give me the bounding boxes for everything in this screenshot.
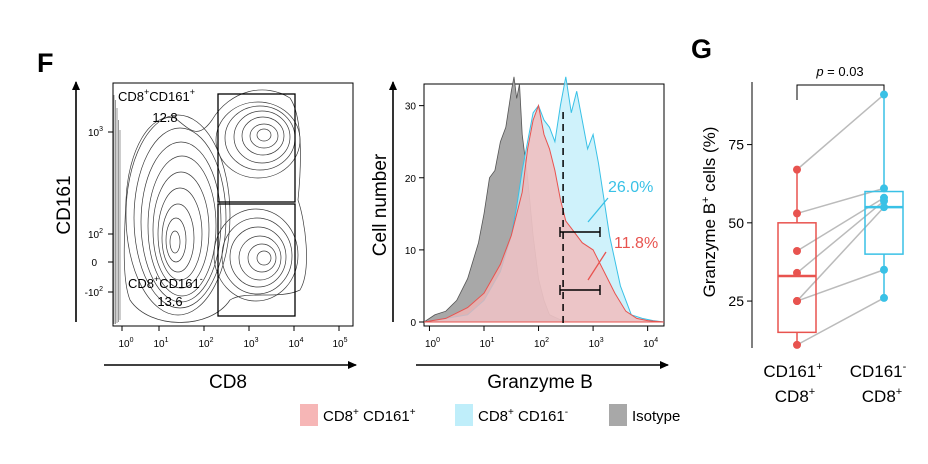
data-point-cd161-neg	[880, 90, 888, 99]
contour-lines	[123, 89, 307, 323]
gate-value-cd161-pos: 12.8	[152, 110, 177, 125]
panel-label-f: F	[37, 48, 54, 78]
contour-x-tick-label: 105	[332, 337, 347, 350]
contour-y-axis-label: CD161	[54, 175, 75, 234]
category-label-cd161-neg: CD161-	[850, 361, 907, 381]
contour-x-tick-label: 100	[118, 337, 133, 350]
histogram-y-tick-label: 0	[410, 318, 416, 329]
paired-line	[796, 93, 885, 171]
paired-lines	[796, 93, 885, 346]
data-point-cd161-pos	[793, 165, 801, 174]
legend: CD8+ CD161+ CD8+ CD161- Isotype	[300, 404, 680, 426]
category-label-cd161-pos: CD161+	[763, 361, 822, 381]
legend-label-cd161-neg: CD8+ CD161-	[478, 407, 568, 425]
paired-line	[796, 200, 885, 274]
contour-x-axis-label: CD8	[209, 372, 247, 393]
annotation-leader-cd161-pos	[587, 251, 607, 281]
contour-plot-frame	[112, 82, 354, 327]
histogram-x-ticks	[428, 326, 649, 331]
histogram-frame	[423, 83, 665, 327]
histogram-y-ticks: 0 10 20 30	[405, 102, 424, 329]
contour-y-tick-label: 102	[88, 228, 103, 241]
category-label-cd8-pos-left: CD8+	[775, 386, 815, 406]
box-cd161pos	[777, 222, 817, 334]
histogram-x-tick-label: 102	[534, 337, 549, 350]
gate-value-cd161-neg: 13.6	[157, 294, 182, 309]
histogram-x-tick-label: 104	[643, 337, 658, 350]
contour-axis-events	[113, 95, 121, 324]
box-y-tick-label: 50	[728, 215, 744, 231]
p-value: p = 0.03	[815, 64, 863, 79]
gate-label-cd161-neg: CD8+CD161-	[128, 274, 203, 291]
significance-bracket	[796, 84, 885, 100]
contour-y-tick-labels: 103 102 0 -102	[85, 126, 103, 299]
data-point-cd161-neg	[880, 196, 888, 205]
contour-plot: CD8+CD161+ 12.8 CD8+CD161- 13.6 103 102 …	[54, 81, 357, 393]
annotation-cd161-pos: 11.8%	[614, 235, 658, 252]
contour-y-ticks	[108, 131, 113, 293]
gate-label-cd161-pos: CD8+CD161+	[118, 87, 195, 104]
histogram-x-tick-label: 103	[589, 337, 604, 350]
paired-line	[796, 206, 885, 302]
paired-line	[796, 269, 885, 302]
histogram-x-axis-label: Granzyme B	[487, 372, 593, 393]
gate-cd161-neg	[217, 203, 296, 317]
contour-y-tick-label: 103	[88, 126, 103, 139]
box-y-axis-label: Granzyme B+ cells (%)	[700, 127, 719, 298]
annotation-leader-cd161-neg	[587, 197, 609, 223]
contour-y-tick-label: 0	[91, 258, 97, 269]
box-category-labels: CD161+ CD8+ CD161- CD8+	[763, 361, 906, 406]
legend-label-cd161-pos: CD8+ CD161+	[323, 407, 416, 425]
data-point-cd161-neg	[880, 184, 888, 193]
data-point-cd161-pos	[793, 268, 801, 277]
data-point-cd161-neg	[880, 203, 888, 212]
contour-x-tick-label: 104	[288, 337, 303, 350]
histogram-x-tick-label: 100	[425, 337, 440, 350]
box-y-tick-label: 75	[728, 137, 744, 153]
histogram-x-tick-label: 101	[479, 337, 494, 350]
contour-x-tick-label: 102	[198, 337, 213, 350]
histogram-y-tick-label: 10	[405, 246, 417, 257]
data-point-cd161-pos	[793, 246, 801, 255]
histogram-series-cd161-pos	[423, 103, 665, 323]
contour-x-ticks	[121, 326, 340, 331]
legend-label-isotype: Isotype	[632, 408, 680, 425]
box-plot: 25 50 75 Granzyme B+ cells (%) p = 0.03 CD…	[700, 64, 907, 406]
data-point-cd161-pos	[793, 340, 801, 349]
contour-x-tick-labels: 100 101 102 103 104 105	[118, 337, 347, 350]
data-point-cd161-pos	[793, 209, 801, 218]
data-point-cd161-pos	[793, 297, 801, 306]
data-point-cd161-neg	[880, 293, 888, 302]
data-point-cd161-neg	[880, 265, 888, 274]
data-points	[793, 90, 888, 349]
box-y-tick-label: 25	[728, 293, 744, 309]
legend-swatch-isotype	[609, 404, 627, 426]
paired-line	[796, 187, 885, 215]
contour-x-tick-label: 101	[153, 337, 168, 350]
gate-cd161-pos	[217, 93, 296, 203]
histogram-y-tick-label: 30	[405, 102, 417, 113]
contour-y-tick-label: -102	[85, 286, 103, 299]
annotation-cd161-neg: 26.0%	[608, 179, 653, 196]
histogram-y-tick-label: 20	[405, 174, 417, 185]
paired-line	[796, 197, 885, 252]
legend-swatch-cd161-pos	[300, 404, 318, 426]
contour-x-tick-label: 103	[243, 337, 258, 350]
histogram-x-tick-labels: 100 101 102 103 104	[425, 337, 658, 350]
histogram-y-axis-label: Cell number	[370, 153, 391, 256]
legend-swatch-cd161-neg	[455, 404, 473, 426]
box-y-ticks: 25 50 75	[728, 137, 752, 309]
histogram-gate-bars	[559, 227, 601, 295]
category-label-cd8-pos-right: CD8+	[862, 386, 902, 406]
paired-line	[796, 297, 885, 346]
panel-label-g: G	[691, 34, 712, 64]
